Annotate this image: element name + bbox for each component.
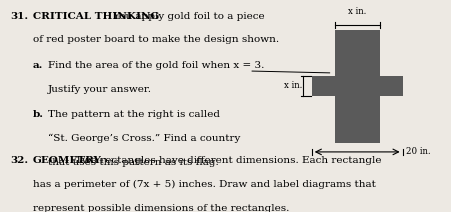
- Text: GEOMETRY: GEOMETRY: [32, 156, 101, 165]
- Text: represent possible dimensions of the rectangles.: represent possible dimensions of the rec…: [32, 204, 288, 212]
- Text: that uses this pattern as its flag.: that uses this pattern as its flag.: [48, 158, 218, 167]
- Text: x in.: x in.: [347, 7, 366, 16]
- Text: 20 in.: 20 in.: [405, 147, 430, 156]
- Text: Find the area of the gold foil when x = 3.: Find the area of the gold foil when x = …: [48, 61, 264, 70]
- Text: Two rectangles have different dimensions. Each rectangle: Two rectangles have different dimensions…: [72, 156, 381, 165]
- Text: CRITICAL THINKING: CRITICAL THINKING: [32, 12, 159, 21]
- Bar: [334, 30, 379, 143]
- Bar: [311, 76, 402, 96]
- Text: has a perimeter of (7x + 5) inches. Draw and label diagrams that: has a perimeter of (7x + 5) inches. Draw…: [32, 180, 375, 189]
- Text: Justify your answer.: Justify your answer.: [48, 85, 152, 95]
- Text: “St. George’s Cross.” Find a country: “St. George’s Cross.” Find a country: [48, 134, 240, 143]
- Text: b.: b.: [32, 110, 44, 119]
- Text: The pattern at the right is called: The pattern at the right is called: [48, 110, 220, 119]
- Text: 31.: 31.: [10, 12, 28, 21]
- Text: x in.: x in.: [283, 81, 301, 90]
- Text: a.: a.: [32, 61, 43, 70]
- Text: You apply gold foil to a piece: You apply gold foil to a piece: [110, 12, 264, 21]
- Text: of red poster board to make the design shown.: of red poster board to make the design s…: [32, 35, 278, 44]
- Text: 32.: 32.: [10, 156, 28, 165]
